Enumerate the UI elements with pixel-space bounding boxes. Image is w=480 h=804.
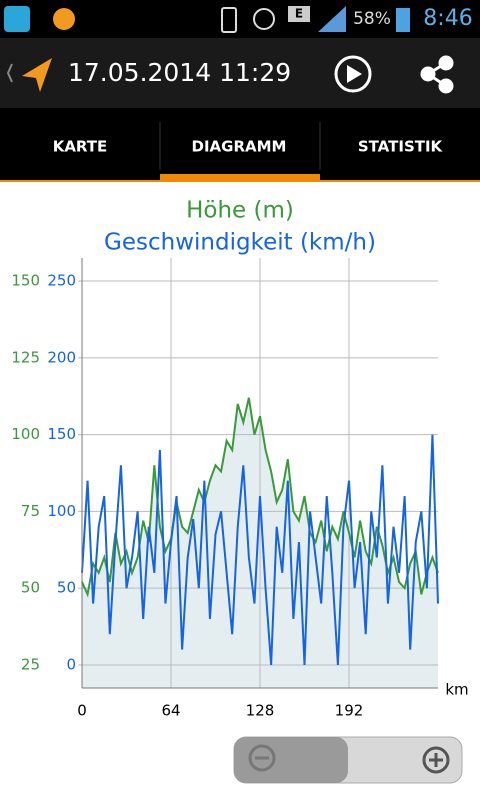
zoom-in-icon: [429, 753, 443, 767]
tab[interactable]: DIAGRAMM: [192, 138, 287, 156]
zoom-out-button[interactable]: [234, 737, 348, 783]
signal-icon: [318, 6, 346, 32]
y-tick-label: 150: [11, 272, 40, 290]
network-icon: [288, 6, 310, 22]
y2-tick-label: 50: [57, 579, 76, 597]
chart-title: Geschwindigkeit (km/h): [104, 230, 376, 256]
y-tick-label: 75: [21, 502, 40, 520]
y2-tick-label: 250: [47, 272, 76, 290]
x-tick-label: 128: [246, 702, 275, 720]
x-tick-label: 0: [77, 702, 87, 720]
y2-tick-label: 200: [47, 348, 76, 366]
tab-indicator: [160, 174, 320, 180]
tab-underline: [0, 180, 480, 182]
y2-tick-label: 150: [47, 425, 76, 443]
app-icon: [53, 8, 75, 30]
tab-bar: [0, 108, 480, 180]
y-tick-label: 50: [21, 579, 40, 597]
header-title: 17.05.2014 11:29: [68, 58, 291, 87]
chart: Höhe (m) Geschwindigkeit (km/h) km 25 50 7…: [11, 198, 468, 720]
network-type: E: [295, 7, 303, 21]
chart-title: Höhe (m): [186, 198, 294, 224]
clock: 8:46: [423, 6, 472, 31]
y2-tick-label: 0: [66, 655, 76, 673]
header: [0, 38, 480, 108]
x-tick-label: 192: [335, 702, 364, 720]
play-button[interactable]: [334, 55, 372, 93]
zoom-in-icon: [422, 746, 450, 774]
share-button[interactable]: [420, 55, 454, 94]
back-arrow[interactable]: [6, 63, 13, 83]
play-icon: [347, 65, 362, 83]
tab[interactable]: STATISTIK: [358, 138, 444, 156]
alarm-icon: [253, 8, 275, 30]
battery-level: 58%: [353, 9, 391, 29]
y2-tick-label: 100: [47, 502, 76, 520]
data-line: [81, 434, 439, 666]
tab[interactable]: KARTE: [53, 138, 108, 156]
y-tick-label: 100: [11, 425, 40, 443]
battery-icon: [396, 8, 410, 32]
x-axis-label: km: [445, 681, 468, 699]
x-tick-label: 64: [161, 702, 180, 720]
app-logo[interactable]: [22, 58, 52, 92]
zoom-out-icon: [248, 744, 276, 772]
y-tick-label: 125: [11, 348, 40, 366]
vibrate-icon: [221, 7, 237, 33]
y-tick-label: 25: [21, 655, 40, 673]
app-icon: [4, 6, 30, 32]
